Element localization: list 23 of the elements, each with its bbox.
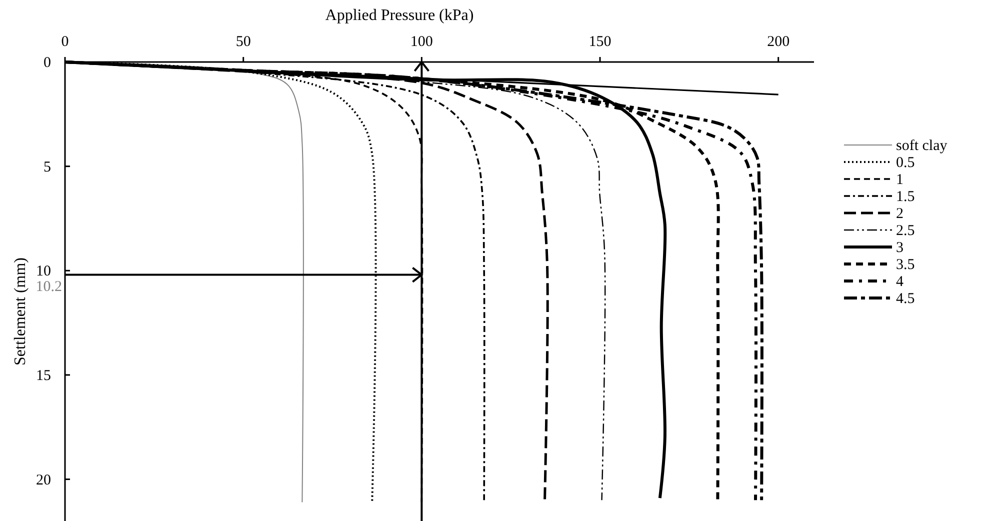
x-axis-title: Applied Pressure (kPa) [325, 7, 474, 24]
legend-label: 2 [896, 206, 904, 222]
y-tick-label: 5 [44, 159, 51, 176]
y-axis-title: Settlement (mm) [12, 258, 29, 366]
legend-label: 1 [896, 172, 904, 188]
legend-label: 0.5 [896, 155, 915, 171]
legend-label: 3.5 [896, 257, 915, 273]
x-tick-label: 100 [410, 34, 433, 50]
y-tick-label: 0 [44, 55, 51, 71]
legend-label: 1.5 [896, 189, 915, 205]
legend-label: 4 [896, 274, 904, 290]
legend-label: 2.5 [896, 223, 915, 239]
legend-label: 4.5 [896, 291, 915, 307]
x-tick-label: 200 [767, 34, 790, 50]
ref-line-label: 10.2 [36, 278, 62, 295]
y-tick-label: 15 [36, 368, 51, 384]
y-tick-label: 10 [36, 264, 51, 280]
x-tick-label: 50 [236, 34, 251, 50]
y-tick-label: 20 [36, 472, 51, 488]
x-tick-label: 150 [588, 34, 612, 50]
legend-label: soft clay [896, 138, 948, 154]
legend-label: 3 [896, 240, 904, 256]
x-tick-label: 0 [61, 34, 69, 50]
